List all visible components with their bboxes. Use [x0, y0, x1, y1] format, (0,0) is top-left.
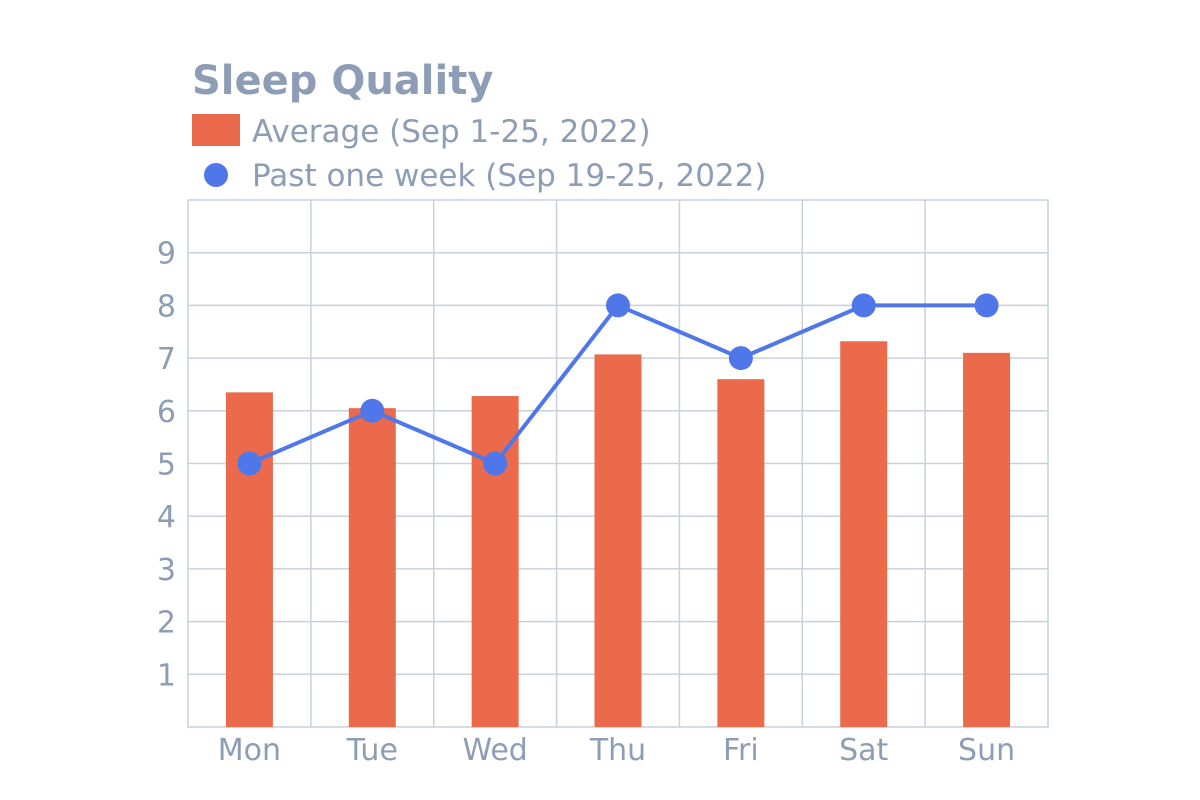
point-fri — [728, 346, 753, 371]
y-tick-label: 3 — [157, 553, 176, 588]
y-tick-label: 6 — [157, 395, 176, 430]
y-tick-label: 7 — [157, 342, 176, 377]
bar-mon — [225, 392, 273, 727]
bar-wed — [471, 396, 519, 727]
x-tick-label: Sun — [958, 733, 1015, 768]
point-thu — [606, 293, 630, 318]
x-tick-label: Tue — [346, 733, 398, 768]
x-tick-label: Wed — [462, 733, 527, 768]
x-tick-label: Thu — [589, 733, 646, 768]
legend-label-average: Average (Sep 1-25, 2022) — [252, 114, 651, 150]
bar-sun — [963, 352, 1011, 727]
bar-fri — [717, 379, 765, 727]
x-tick-label: Sat — [839, 733, 888, 768]
point-sun — [974, 293, 999, 318]
point-wed — [483, 451, 508, 476]
bar-thu — [594, 354, 642, 727]
point-sat — [851, 293, 876, 318]
y-tick-label: 8 — [157, 289, 176, 324]
y-tick-label: 5 — [157, 448, 176, 483]
legend-swatch-past-week — [204, 163, 228, 187]
legend-swatch-average — [192, 114, 240, 146]
y-tick-label: 1 — [157, 658, 176, 693]
plot-area: 1 2 3 4 5 6 7 8 9 Mon Tue Wed Thu Fri Sat Sun — [157, 199, 1049, 768]
x-tick-label: Mon — [218, 733, 281, 768]
bar-sat — [840, 341, 888, 727]
point-mon — [237, 451, 262, 476]
y-tick-label: 2 — [157, 606, 176, 641]
point-tue — [360, 398, 385, 423]
chart-title: Sleep Quality — [192, 58, 493, 104]
y-tick-label: 9 — [157, 237, 176, 272]
x-tick-label: Fri — [723, 733, 759, 768]
legend-label-past-week: Past one week (Sep 19-25, 2022) — [252, 158, 766, 194]
bar-tue — [348, 408, 396, 727]
y-tick-label: 4 — [157, 500, 176, 535]
